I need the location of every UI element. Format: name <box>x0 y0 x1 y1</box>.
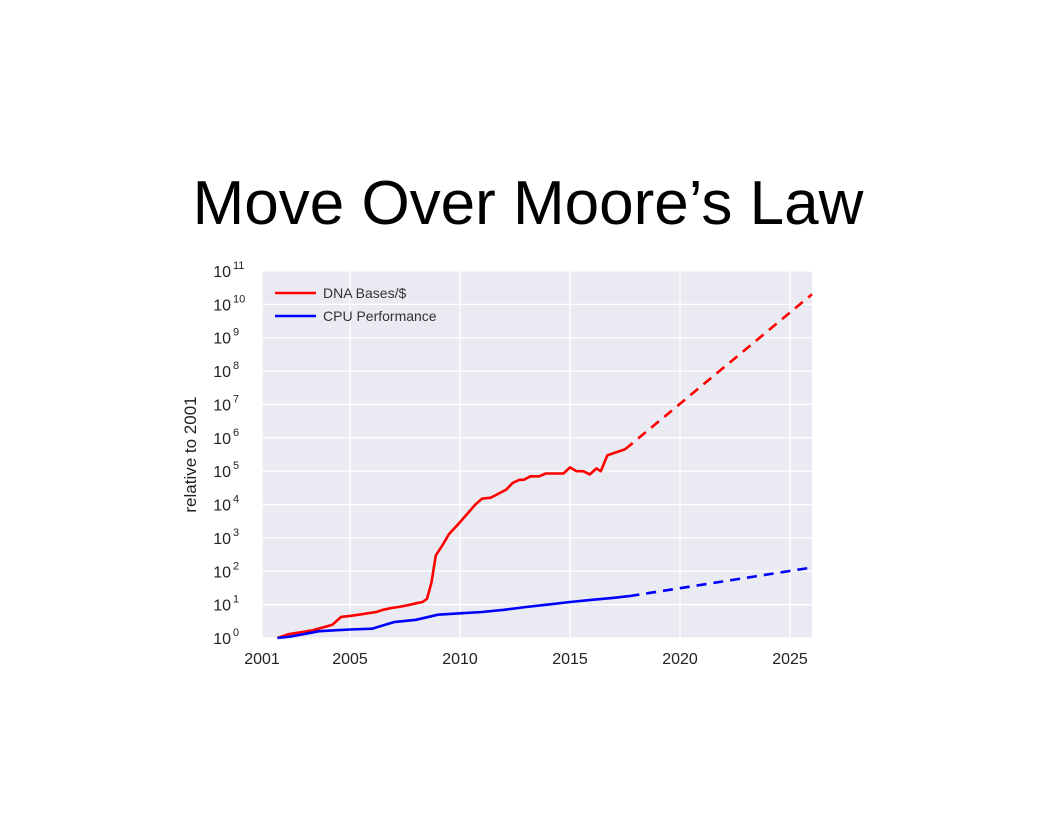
projection-line <box>624 293 813 451</box>
series-line <box>277 594 630 640</box>
series-line <box>276 448 626 640</box>
y-tick-label: 10 <box>213 397 231 414</box>
y-tick-exponent: 9 <box>233 327 239 339</box>
y-tick-label: 10 <box>213 464 231 481</box>
y-tick-label: 10 <box>213 264 231 281</box>
x-tick-label: 2005 <box>332 651 368 668</box>
y-tick-label: 10 <box>213 564 231 581</box>
y-tick-exponent: 4 <box>233 494 239 506</box>
y-tick-label: 10 <box>213 498 231 515</box>
y-tick-label: 10 <box>213 431 231 448</box>
legend-label: CPU Performance <box>323 308 437 324</box>
y-tick-label: 10 <box>213 297 231 314</box>
y-tick-label: 10 <box>213 631 231 648</box>
y-axis-label: relative to 2001 <box>181 396 200 512</box>
y-tick-exponent: 0 <box>233 627 239 639</box>
x-tick-label: 2010 <box>442 651 478 668</box>
x-tick-label: 2025 <box>772 651 808 668</box>
x-tick-label: 2001 <box>244 651 280 668</box>
y-tick-label: 10 <box>213 531 231 548</box>
legend-label: DNA Bases/$ <box>323 285 406 301</box>
y-tick-exponent: 2 <box>233 560 239 572</box>
y-tick-exponent: 1 <box>233 594 239 606</box>
y-tick-exponent: 10 <box>233 293 245 305</box>
x-tick-label: 2015 <box>552 651 588 668</box>
y-tick-exponent: 11 <box>233 260 244 272</box>
x-tick-labels: 2001 2005 2010 2015 2020 2025 <box>244 651 808 668</box>
projection-line <box>629 566 813 598</box>
slide-title: Move Over Moore’s Law <box>192 169 864 238</box>
legend: DNA Bases/$ CPU Performance <box>275 285 437 324</box>
plot-background <box>262 271 812 638</box>
y-tick-label: 10 <box>213 331 231 348</box>
x-tick-label: 2020 <box>662 651 698 668</box>
y-tick-label: 10 <box>213 598 231 615</box>
y-tick-exponent: 8 <box>233 360 239 372</box>
y-tick-exponent: 3 <box>233 527 239 539</box>
series-lines <box>276 293 813 640</box>
y-tick-label: 10 <box>213 364 231 381</box>
y-tick-exponent: 6 <box>233 427 239 439</box>
grid-lines <box>261 270 812 639</box>
y-tick-exponent: 5 <box>233 460 239 472</box>
y-tick-exponent: 7 <box>233 393 239 405</box>
